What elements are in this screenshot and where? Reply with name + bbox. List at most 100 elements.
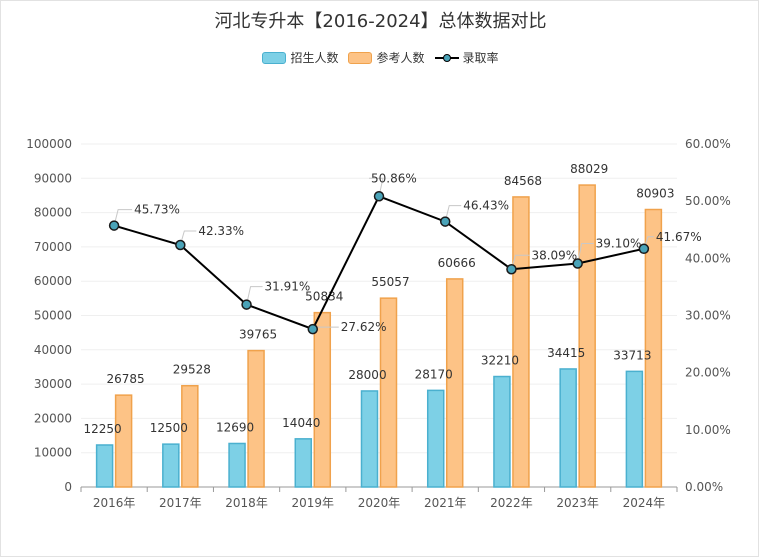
bar-applicants [578,184,596,488]
bar-enrolled [559,368,577,488]
bar-enrolled [162,443,180,488]
data-label-rate: 45.73% [134,203,180,217]
y-right-tick-label: 40.00% [685,251,731,265]
y-right-tick-label: 30.00% [685,309,731,323]
y-left-tick-label: 80000 [34,206,72,220]
data-label-rate: 46.43% [463,199,509,213]
data-label-enrolled: 12250 [84,422,122,436]
point-rate [175,239,186,251]
y-left-tick-label: 90000 [34,171,72,185]
y-right-tick-label: 0.00% [685,480,723,494]
bar-applicants [512,196,530,488]
data-label-applicants: 60666 [438,256,476,270]
bar-applicants [445,278,464,488]
legend-label-enrolled: 招生人数 [290,51,339,65]
bar-applicants [247,349,265,488]
data-label-applicants: 88029 [570,162,608,176]
y-left-tick-label: 30000 [34,377,72,391]
data-label-enrolled: 28000 [348,368,386,382]
point-rate [638,243,650,255]
bar-enrolled [95,444,114,488]
bar-enrolled [493,375,511,488]
data-label-rate: 41.67% [656,230,702,244]
y-left-tick-label: 100000 [26,137,72,151]
x-tick-label: 2016年 [93,496,136,510]
y-left-tick-label: 40000 [34,343,72,357]
bar-applicants [379,297,398,488]
y-right-tick-label: 20.00% [685,366,731,380]
data-label-applicants: 55057 [371,275,409,289]
bar-applicants [114,394,133,488]
x-tick-label: 2020年 [358,496,401,510]
legend-swatch-rate [434,52,459,64]
label-leader [113,209,133,226]
bar-applicants [313,311,332,488]
data-label-rate: 42.33% [198,224,244,238]
legend-label-applicants: 参考人数 [376,51,425,65]
x-tick-label: 2021年 [424,496,467,510]
x-tick-label: 2022年 [490,496,533,510]
data-label-enrolled: 12500 [150,421,188,435]
legend-swatch-applicants [348,51,373,64]
label-leader [444,205,462,222]
point-rate [572,258,583,269]
bar-enrolled [625,370,644,488]
y-left-tick-label: 70000 [34,240,72,254]
data-label-enrolled: 33713 [613,348,651,362]
data-label-applicants: 39765 [239,328,277,342]
bar-enrolled [360,390,379,488]
x-tick-label: 2017年 [159,496,202,510]
y-right-tick-label: 60.00% [685,137,731,151]
x-tick-label: 2023年 [556,496,599,510]
bar-enrolled [294,438,313,488]
data-label-rate: 27.62% [341,320,387,334]
point-rate [506,264,517,275]
legend-label-rate: 录取率 [462,51,499,65]
legend-item-enrolled[interactable]: 招生人数 [262,49,338,66]
legend-item-rate[interactable]: 录取率 [434,49,499,66]
data-label-enrolled: 14040 [282,416,320,430]
point-rate [307,323,319,335]
label-leader [369,177,384,197]
y-left-tick-label: 50000 [34,309,72,323]
legend-swatch-enrolled [262,51,287,64]
y-left-tick-label: 10000 [34,446,72,460]
data-label-applicants: 84568 [504,174,542,188]
y-left-tick-label: 20000 [34,411,72,425]
x-tick-label: 2018年 [225,496,268,510]
line-rate [113,194,645,331]
x-tick-label: 2019年 [292,496,335,510]
label-leader [577,242,594,264]
point-rate [108,220,120,231]
legend-item-applicants[interactable]: 参考人数 [348,49,425,66]
point-rate [373,191,385,202]
data-label-applicants: 26785 [107,372,145,386]
x-tick-label: 2024年 [623,496,666,510]
data-label-rate: 39.10% [596,236,642,250]
data-label-applicants: 29528 [173,363,211,377]
data-label-enrolled: 12690 [216,420,254,434]
label-leader [246,286,263,305]
y-left-tick-label: 60000 [34,274,72,288]
data-label-enrolled: 28170 [415,367,453,381]
legend: 招生人数 参考人数 录取率 [1,49,759,66]
bar-applicants [644,208,663,488]
point-rate [439,216,451,227]
y-right-tick-label: 10.00% [685,423,731,437]
y-right-tick-label: 50.00% [685,194,731,208]
data-label-enrolled: 34415 [547,346,585,360]
chart-title: 河北专升本【2016-2024】总体数据对比 [214,11,547,32]
data-label-enrolled: 32210 [481,354,519,368]
point-rate [241,299,252,310]
bar-enrolled [228,442,246,488]
data-label-rate: 38.09% [531,248,577,262]
data-label-applicants: 50834 [305,290,343,304]
data-label-rate: 50.86% [371,171,417,185]
data-label-rate: 31.91% [265,280,311,294]
bar-enrolled [426,389,445,488]
y-left-tick-label: 0 [64,480,72,494]
bar-applicants [181,384,199,488]
data-label-applicants: 80903 [636,187,674,201]
